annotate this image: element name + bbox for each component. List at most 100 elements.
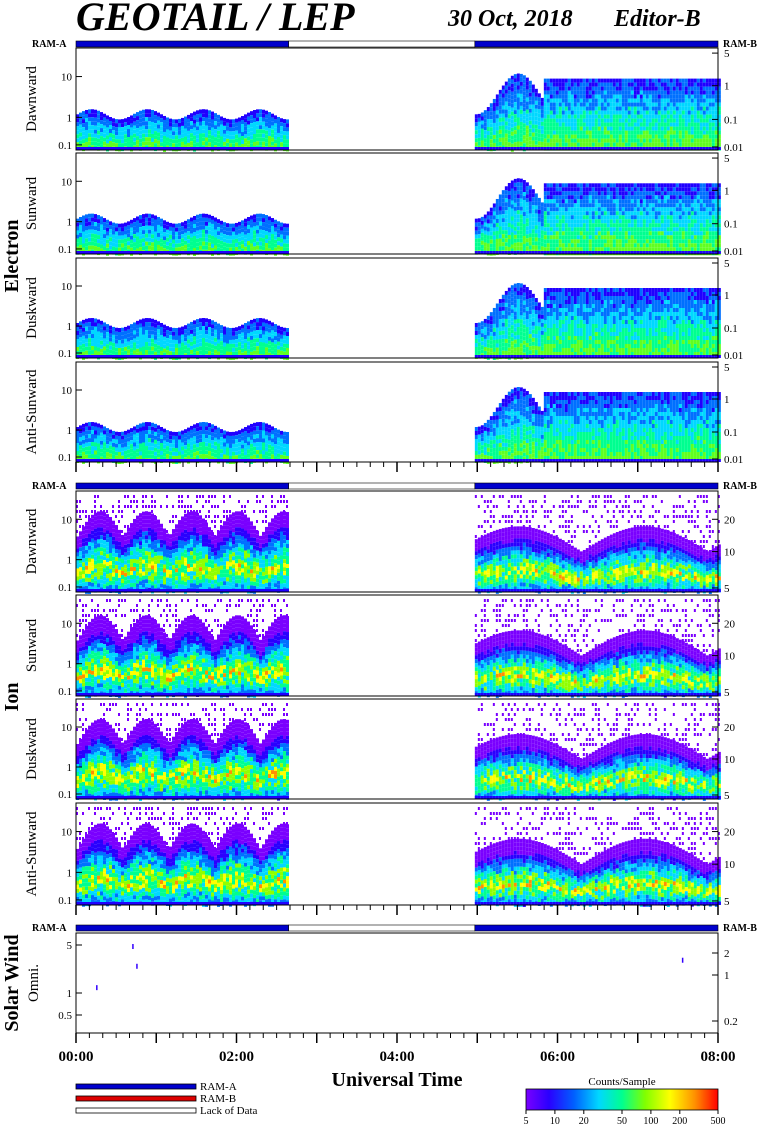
spectrogram-cell bbox=[217, 339, 220, 344]
spectrogram-cell bbox=[100, 128, 103, 133]
spectrogram-floor bbox=[516, 147, 520, 150]
spectrogram-cell bbox=[678, 199, 682, 204]
spectrogram-cell bbox=[184, 236, 187, 241]
spectrogram-cell bbox=[97, 235, 100, 240]
spectrogram-cell bbox=[232, 223, 235, 228]
spectrogram-cell bbox=[609, 215, 613, 220]
spectrogram-cell bbox=[582, 134, 586, 139]
spectrogram-cell bbox=[118, 344, 121, 348]
spectrogram-cell bbox=[636, 94, 640, 99]
spectrogram-cell bbox=[130, 131, 133, 136]
spectrogram-floor bbox=[262, 147, 265, 150]
spectrogram-cell bbox=[504, 242, 508, 247]
spectrogram-floor bbox=[603, 251, 607, 254]
spectrogram-cell bbox=[247, 112, 250, 117]
spectrogram-cell bbox=[199, 322, 202, 327]
spectrogram-cell bbox=[651, 114, 655, 119]
spectrogram-cell bbox=[711, 191, 715, 196]
spectrogram-floor bbox=[618, 251, 622, 254]
spectrogram-cell bbox=[100, 216, 103, 221]
spectrogram-cell bbox=[708, 247, 712, 252]
spectrogram-cell bbox=[576, 195, 580, 200]
spectrogram-cell bbox=[244, 122, 247, 127]
spectrogram-cell bbox=[672, 126, 676, 131]
ram-status-group-electron: RAM-A RAM-B bbox=[32, 39, 757, 50]
spectrogram-cell bbox=[480, 112, 484, 117]
spectrogram-cell bbox=[154, 127, 157, 132]
spectrogram-cell bbox=[666, 118, 670, 123]
spectrogram-cell bbox=[669, 82, 673, 87]
spectrogram-cell bbox=[97, 327, 100, 332]
spectrogram-cell bbox=[220, 220, 223, 225]
spectrogram-cell bbox=[678, 239, 682, 244]
spectrogram-cell bbox=[663, 243, 667, 248]
spectrogram-cell bbox=[693, 235, 697, 240]
spectrogram-cell bbox=[639, 215, 643, 220]
spectrogram-cell bbox=[600, 138, 604, 143]
spectrogram-cell bbox=[145, 141, 148, 146]
spectrogram-cell bbox=[633, 94, 637, 99]
spectrogram-cell bbox=[573, 98, 577, 103]
spectrogram-cell bbox=[175, 347, 178, 352]
spectrogram-cell bbox=[130, 235, 133, 240]
spectrogram-cell bbox=[624, 106, 628, 111]
spectrogram-cell bbox=[573, 82, 577, 87]
spectrogram-cell bbox=[705, 247, 709, 252]
spectrogram-floor bbox=[223, 147, 226, 150]
spectrogram-cell bbox=[672, 191, 676, 196]
spectrogram-cell bbox=[669, 247, 673, 252]
spectrogram-cell bbox=[642, 183, 646, 188]
spectrogram-cell bbox=[97, 323, 100, 328]
spectrogram-cell bbox=[708, 94, 712, 99]
spectrogram-cell bbox=[690, 134, 694, 139]
spectrogram-cell bbox=[636, 122, 640, 127]
spectrogram-floor bbox=[97, 251, 100, 254]
spectrogram-cell bbox=[702, 114, 706, 119]
spectrogram-cell bbox=[241, 240, 244, 245]
spectrogram-cell bbox=[672, 78, 676, 83]
spectrogram-cell bbox=[124, 242, 127, 247]
spectrogram-floor bbox=[193, 147, 196, 150]
spectrogram-cell bbox=[274, 131, 277, 136]
spectrogram-cell bbox=[163, 115, 166, 120]
spectrogram-cell bbox=[645, 191, 649, 196]
spectrogram-cell bbox=[546, 227, 550, 232]
spectrogram-floor bbox=[85, 251, 88, 254]
spectrogram-cell bbox=[654, 114, 658, 119]
spectrogram-cell bbox=[139, 327, 142, 332]
spectrogram-floor bbox=[160, 355, 163, 358]
spectrogram-cell bbox=[543, 231, 547, 236]
spectrogram-cell bbox=[678, 243, 682, 248]
spectrogram-cell bbox=[609, 138, 613, 143]
spectrogram-cell bbox=[558, 187, 562, 192]
spectrogram-cell bbox=[109, 129, 112, 134]
spectrogram-cell bbox=[154, 339, 157, 344]
spectrogram-cell bbox=[181, 121, 184, 126]
spectrogram-cell bbox=[657, 130, 661, 135]
spectrogram-cell bbox=[579, 195, 583, 200]
spectrogram-cell bbox=[699, 118, 703, 123]
spectrogram-cell bbox=[693, 122, 697, 127]
spectrogram-cell bbox=[181, 238, 184, 243]
spectrogram-cell bbox=[495, 226, 499, 231]
spectrogram-cell bbox=[558, 90, 562, 95]
spectrogram-cell bbox=[597, 243, 601, 248]
spectrogram-cell bbox=[208, 323, 211, 328]
spectrogram-cell bbox=[684, 130, 688, 135]
spectrogram-cell bbox=[127, 233, 130, 238]
spectrogram-cell bbox=[223, 226, 226, 231]
spectrogram-cell bbox=[259, 133, 262, 138]
spectrogram-cell bbox=[690, 187, 694, 192]
spectrogram-cell bbox=[271, 113, 274, 118]
spectrogram-floor bbox=[633, 147, 637, 150]
spectrogram-cell bbox=[136, 136, 139, 141]
spectrogram-cell bbox=[591, 235, 595, 240]
spectrogram-cell bbox=[157, 144, 160, 149]
spectrogram-cell bbox=[636, 78, 640, 83]
spectrogram-cell bbox=[645, 94, 649, 99]
spectrogram-cell bbox=[573, 207, 577, 212]
spectrogram-cell bbox=[187, 351, 190, 356]
spectrogram-cell bbox=[205, 330, 208, 335]
spectrogram-cell bbox=[552, 243, 556, 248]
spectrogram-cell bbox=[654, 191, 658, 196]
